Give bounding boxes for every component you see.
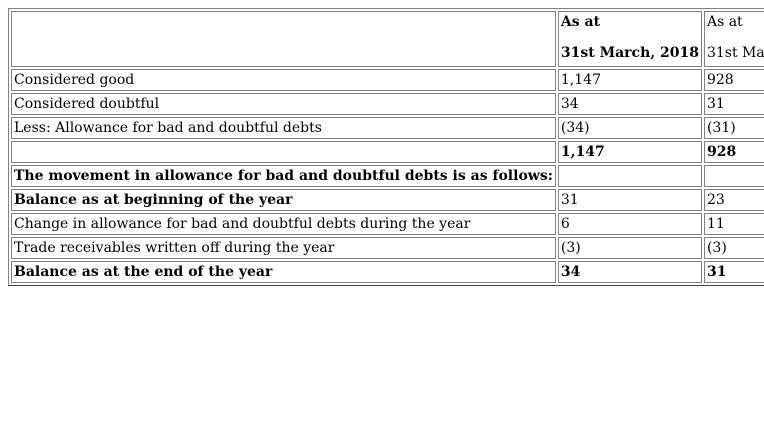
header-2018-cell: As at 31st March, 2018	[557, 11, 702, 67]
row-value-2018: (34)	[557, 117, 702, 139]
row-label: Balance as at beginning of the year	[11, 189, 556, 211]
row-value-2017: 23	[703, 189, 764, 211]
table-row: Change in allowance for bad and doubtful…	[11, 213, 764, 235]
row-value-2017: 11	[703, 213, 764, 235]
section-heading-row: The movement in allowance for bad and do…	[11, 165, 764, 187]
row-value-2018: 1,147	[557, 69, 702, 91]
total-row: Balance as at the end of the year 34 31	[11, 261, 764, 283]
table-row: Considered doubtful 34 31	[11, 93, 764, 115]
row-value-2017: (31)	[703, 117, 764, 139]
row-label: Balance as at the end of the year	[11, 261, 556, 283]
header-2017-line1: As at	[706, 14, 743, 30]
header-2018-line2: 31st March, 2018	[560, 45, 699, 61]
row-label: Considered good	[11, 69, 556, 91]
row-value-2017: 928	[703, 69, 764, 91]
row-value-2018: 1,147	[557, 141, 702, 163]
row-value-2018: (3)	[557, 237, 702, 259]
row-value-2017: 928	[703, 141, 764, 163]
header-2018-line1: As at	[560, 14, 601, 30]
row-value-2017: 31	[703, 93, 764, 115]
row-label: Change in allowance for bad and doubtful…	[11, 213, 556, 235]
table-row: Balance as at beginning of the year 31 2…	[11, 189, 764, 211]
row-value-2018: 31	[557, 189, 702, 211]
table-row: Trade receivables written off during the…	[11, 237, 764, 259]
row-label: Considered doubtful	[11, 93, 556, 115]
table-row: Considered good 1,147 928	[11, 69, 764, 91]
row-label	[11, 141, 556, 163]
row-value-2018	[557, 165, 702, 187]
total-row: 1,147 928	[11, 141, 764, 163]
receivables-table: As at 31st March, 2018 As at 31st March,…	[8, 8, 764, 286]
row-value-2017: 31	[703, 261, 764, 283]
header-2017-cell: As at 31st March, 2017	[703, 11, 764, 67]
table-header-row: As at 31st March, 2018 As at 31st March,…	[11, 11, 764, 67]
document-body: As at 31st March, 2018 As at 31st March,…	[8, 8, 764, 286]
row-value-2018: 34	[557, 93, 702, 115]
table-row: Less: Allowance for bad and doubtful deb…	[11, 117, 764, 139]
row-value-2018: 34	[557, 261, 702, 283]
header-blank-cell	[11, 11, 556, 67]
row-value-2017: (3)	[703, 237, 764, 259]
row-label: Less: Allowance for bad and doubtful deb…	[11, 117, 556, 139]
section-heading: The movement in allowance for bad and do…	[11, 165, 556, 187]
row-label: Trade receivables written off during the…	[11, 237, 556, 259]
row-value-2017	[703, 165, 764, 187]
row-value-2018: 6	[557, 213, 702, 235]
header-2017-line2: 31st March, 2017	[706, 45, 764, 61]
